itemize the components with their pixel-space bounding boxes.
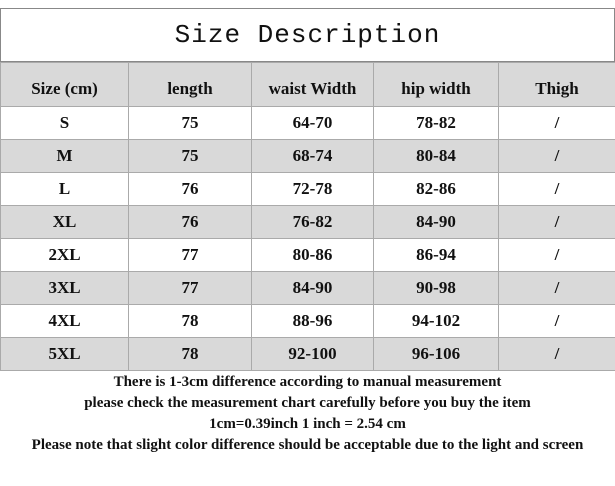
table-cell: 3XL <box>0 271 129 305</box>
table-row: 4XL 78 88-96 94-102/ <box>0 304 615 338</box>
column-header: waist Width <box>251 62 374 107</box>
table-cell: 96-106 <box>373 337 499 371</box>
table-cell: / <box>498 106 615 140</box>
table-cell: / <box>498 139 615 173</box>
table-row: L 76 72-78 82-86/ <box>0 172 615 206</box>
table-cell: 78 <box>128 304 252 338</box>
table-cell: 75 <box>128 139 252 173</box>
table-cell: / <box>498 238 615 272</box>
table-cell: 4XL <box>0 304 129 338</box>
table-cell: 2XL <box>0 238 129 272</box>
column-header: Thigh <box>498 62 615 107</box>
table-cell: 76-82 <box>251 205 374 239</box>
table-cell: 72-78 <box>251 172 374 206</box>
column-header: hip width <box>373 62 499 107</box>
table-cell: 88-96 <box>251 304 374 338</box>
table-row: S 75 64-70 78-82/ <box>0 106 615 140</box>
table-cell: / <box>498 271 615 305</box>
table-cell: 80-86 <box>251 238 374 272</box>
table-row: 2XL 77 80-86 86-94/ <box>0 238 615 272</box>
table-cell: / <box>498 205 615 239</box>
table-row: M 75 68-74 80-84/ <box>0 139 615 173</box>
table-cell: 78 <box>128 337 252 371</box>
table-cell: 86-94 <box>373 238 499 272</box>
table-cell: 77 <box>128 271 252 305</box>
table-cell: 64-70 <box>251 106 374 140</box>
column-header: length <box>128 62 252 107</box>
table-cell: 68-74 <box>251 139 374 173</box>
table-row: 3XL 77 84-90 90-98/ <box>0 271 615 305</box>
title: Size Description <box>0 8 615 62</box>
table-cell: 77 <box>128 238 252 272</box>
table-cell: 5XL <box>0 337 129 371</box>
header-row: Size (cm) length waist Width hip width Thigh <box>0 62 615 107</box>
table-cell: 76 <box>128 205 252 239</box>
table-cell: 94-102 <box>373 304 499 338</box>
notes: There is 1-3cm difference according to m… <box>0 372 615 456</box>
table-cell: 92-100 <box>251 337 374 371</box>
table-cell: / <box>498 304 615 338</box>
table-cell: 75 <box>128 106 252 140</box>
table-cell: 82-86 <box>373 172 499 206</box>
note-line: Please note that slight color difference… <box>31 437 584 453</box>
table-cell: 84-90 <box>373 205 499 239</box>
table-cell: 84-90 <box>251 271 374 305</box>
table-cell: / <box>498 337 615 371</box>
table-cell: / <box>498 172 615 206</box>
table-cell: 78-82 <box>373 106 499 140</box>
table-row: 5XL 78 92-100 96-106/ <box>0 337 615 371</box>
table-cell: 76 <box>128 172 252 206</box>
column-header: Size (cm) <box>0 62 129 107</box>
table-cell: L <box>0 172 129 206</box>
note-line: 1cm=0.39inch 1 inch = 2.54 cm <box>209 416 406 432</box>
note-line: please check the measurement chart caref… <box>84 395 531 411</box>
table-cell: 80-84 <box>373 139 499 173</box>
table-cell: S <box>0 106 129 140</box>
note-line: There is 1-3cm difference according to m… <box>113 374 502 390</box>
size-table: Size (cm) length waist Width hip width Thigh… <box>0 62 615 371</box>
table-cell: M <box>0 139 129 173</box>
table-cell: 90-98 <box>373 271 499 305</box>
table-cell: XL <box>0 205 129 239</box>
table-row: XL 76 76-82 84-90/ <box>0 205 615 239</box>
